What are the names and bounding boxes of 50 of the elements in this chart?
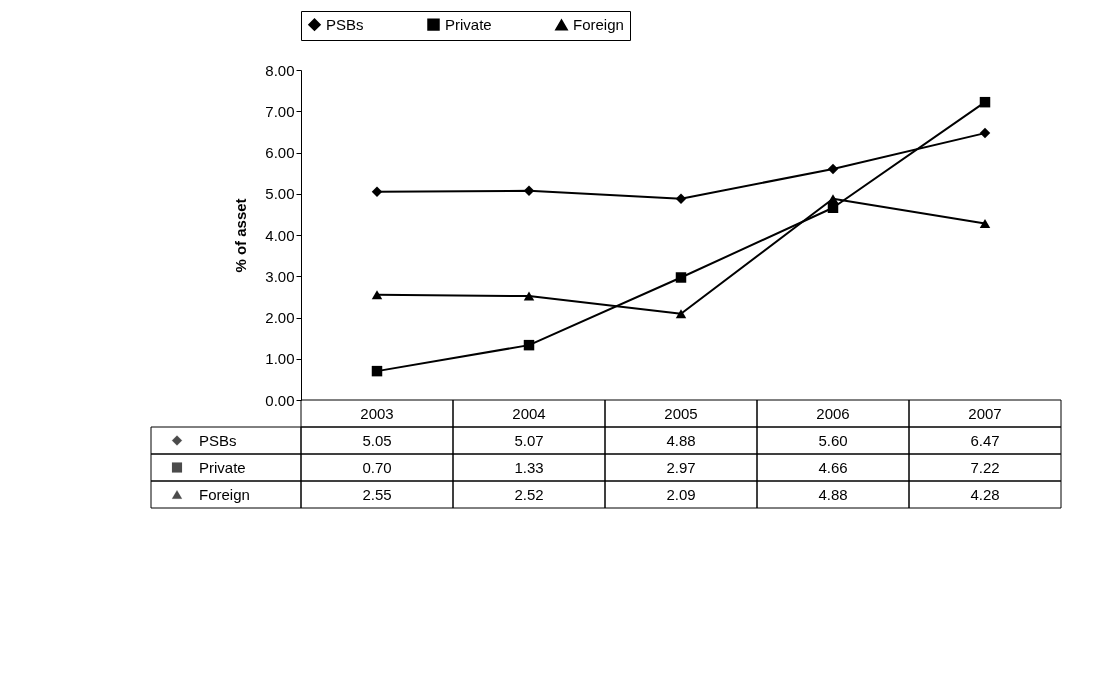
data-label: 5.60: [818, 431, 848, 449]
data-label: 5.07: [514, 431, 544, 449]
y-tick-label: 0.00: [265, 391, 295, 409]
point: [675, 193, 687, 204]
data-label: 4.88: [666, 431, 696, 449]
y-tick-label: 1.00: [265, 350, 295, 368]
text: PSBs: [199, 431, 237, 449]
point: [675, 272, 687, 283]
point: [523, 185, 535, 197]
point: [523, 291, 535, 301]
y-tick-label: 8.00: [265, 61, 295, 79]
point: [827, 163, 839, 175]
legend-label: Private: [445, 15, 492, 33]
data-label: 7.22: [970, 458, 1000, 476]
x-tick-label: 2005: [664, 404, 698, 422]
data-label: 2.97: [666, 458, 696, 476]
data-label: 4.66: [818, 458, 848, 476]
y-tick-label: 6.00: [265, 144, 295, 161]
point: [523, 339, 535, 351]
y-tick-label: 7.00: [265, 102, 295, 120]
point: [979, 96, 991, 108]
point: [371, 290, 383, 300]
x-tick-label: 2004: [512, 404, 546, 422]
y-tick-label: 2.00: [265, 309, 295, 326]
x-tick-label: 2006: [816, 404, 850, 422]
data-label: 1.33: [514, 458, 544, 476]
y-tick-label: 3.00: [265, 267, 295, 285]
point: [675, 309, 687, 319]
data-label: 4.88: [818, 485, 848, 503]
data-label: 5.05: [362, 431, 392, 449]
x-tick-label: 2003: [360, 404, 394, 422]
point: [979, 127, 991, 139]
legend-label: Foreign: [573, 15, 624, 33]
point: [827, 202, 839, 214]
data-label: 4.28: [970, 485, 1000, 503]
x-tick-label: 2007: [968, 404, 1002, 422]
y-tick-label: 5.00: [265, 185, 295, 203]
legend-label: PSBs: [326, 15, 364, 33]
point: [979, 218, 991, 228]
data-label: 0.70: [362, 458, 392, 476]
point: [371, 365, 383, 377]
data-label: 2.55: [362, 485, 392, 503]
data-label: 6.47: [970, 431, 1000, 449]
data-label: 2.09: [666, 485, 696, 503]
data-label: 2.52: [514, 485, 544, 503]
text: Private: [199, 458, 246, 476]
text: Foreign: [199, 485, 250, 503]
y-axis-title: % of asset: [232, 198, 250, 273]
point: [371, 186, 383, 197]
y-tick-label: 4.00: [265, 226, 295, 244]
